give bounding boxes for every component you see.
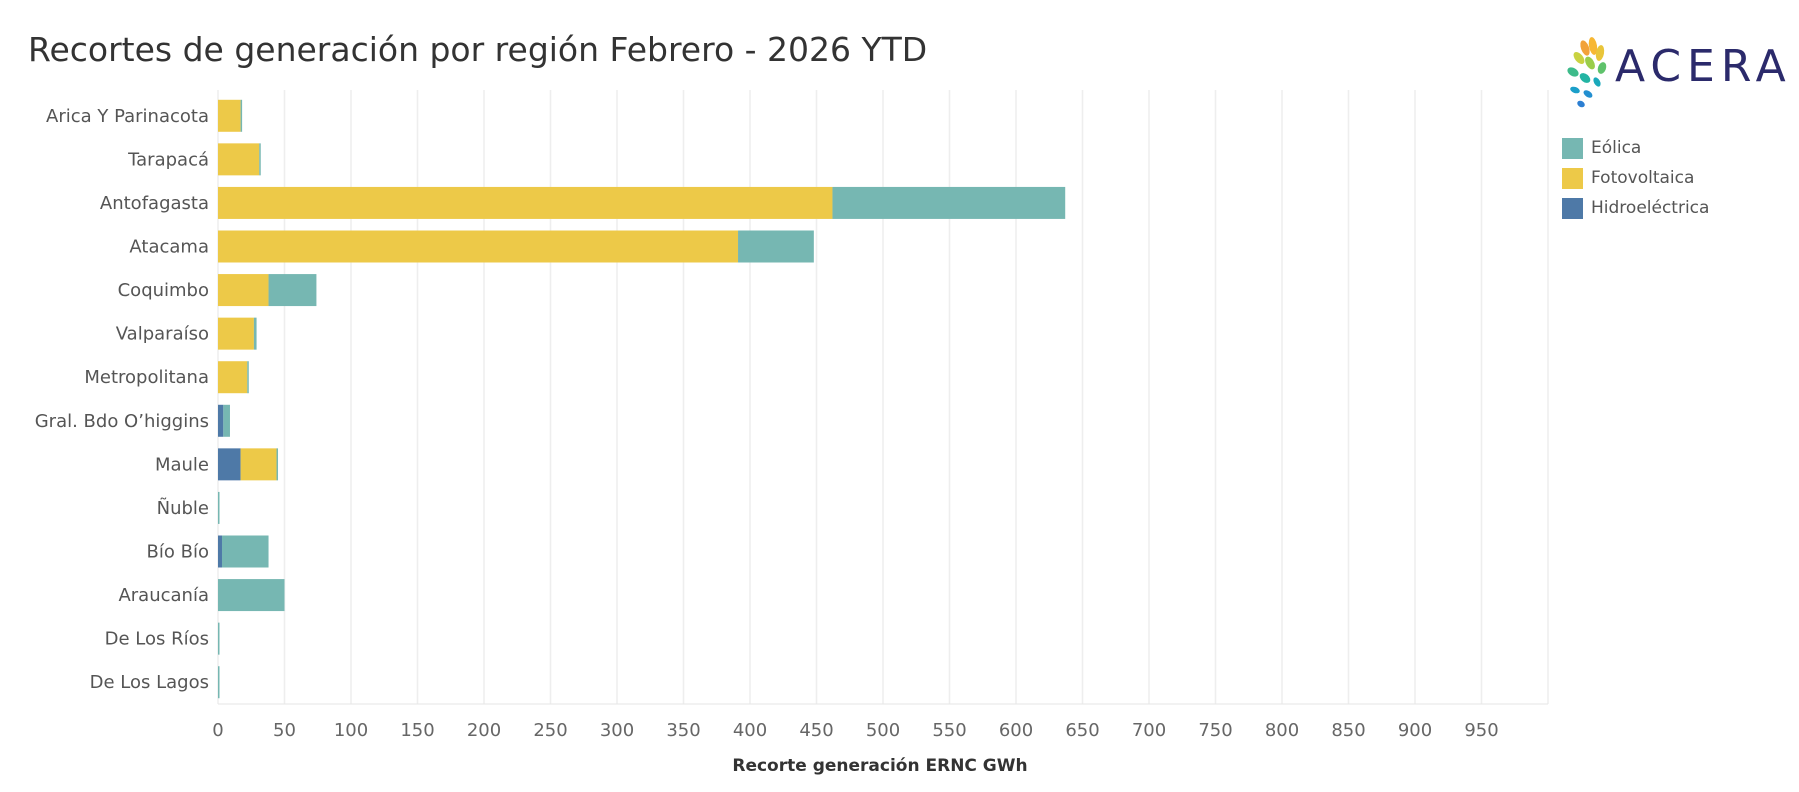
x-tick-labels: 0 50 100 150 200 250 300 350 400 450 500 550 600 650 7… — [212, 720, 1498, 741]
bar-segment[interactable] — [259, 143, 261, 176]
bar-segment[interactable] — [276, 448, 279, 481]
bar-segment[interactable] — [218, 186, 833, 219]
logo-text: ACERA — [1615, 41, 1792, 92]
x-tick-label: 300 — [600, 720, 634, 741]
bar-segment[interactable] — [218, 622, 220, 655]
x-tick-label: 550 — [932, 720, 966, 741]
bar-segment[interactable] — [247, 361, 249, 394]
x-tick-label: 200 — [467, 720, 501, 741]
legend-label: Eólica — [1591, 138, 1642, 158]
category-label: Valparaíso — [116, 324, 209, 345]
category-label: Antofagasta — [100, 193, 209, 214]
bar-segment[interactable] — [253, 317, 257, 350]
legend-swatch — [1562, 137, 1583, 159]
bar-segment[interactable] — [218, 404, 224, 437]
x-tick-label: 50 — [273, 720, 296, 741]
bar-segment[interactable] — [218, 535, 222, 568]
legend-swatch — [1562, 197, 1583, 219]
bar-segment[interactable] — [218, 230, 739, 263]
legend-label: Fotovoltaica — [1591, 168, 1695, 188]
x-axis-title: Recorte generación ERNC GWh — [732, 756, 1027, 776]
x-tick-label: 950 — [1464, 720, 1498, 741]
x-tick-label: 900 — [1398, 720, 1432, 741]
category-label: Maule — [155, 454, 209, 475]
x-tick-label: 250 — [533, 720, 567, 741]
category-labels: Arica Y Parinacota Tarapacá Antofagasta Ata… — [35, 106, 209, 693]
legend-item[interactable]: Hidroeléctrica — [1562, 193, 1709, 223]
category-label: De Los Ríos — [105, 629, 209, 650]
bar-segment[interactable] — [223, 404, 230, 437]
acera-logo: ACERA — [1555, 18, 1795, 118]
bar-segment[interactable] — [221, 535, 269, 568]
bar-segment[interactable] — [738, 230, 814, 263]
bar-segment[interactable] — [218, 274, 269, 307]
bar-segment[interactable] — [240, 448, 277, 481]
category-label: Gral. Bdo O’higgins — [35, 411, 209, 432]
grid-lines — [217, 90, 1549, 705]
legend-label: Hidroeléctrica — [1591, 198, 1710, 218]
x-tick-label: 750 — [1198, 720, 1232, 741]
x-tick-label: 650 — [1065, 720, 1099, 741]
legend: Eólica Fotovoltaica Hidroeléctrica — [1562, 133, 1709, 223]
bar-segment[interactable] — [218, 448, 241, 481]
x-tick-label: 150 — [400, 720, 434, 741]
x-tick-label: 700 — [1132, 720, 1166, 741]
x-tick-label: 500 — [866, 720, 900, 741]
bar-segment[interactable] — [832, 186, 1066, 219]
acera-logo-mark: ACERA — [1567, 37, 1792, 108]
category-label: Tarapacá — [127, 149, 209, 170]
x-tick-label: 800 — [1265, 720, 1299, 741]
bar-segment[interactable] — [218, 99, 241, 132]
bar-segment[interactable] — [268, 274, 317, 307]
legend-item[interactable]: Eólica — [1562, 133, 1709, 163]
category-label: Metropolitana — [84, 367, 209, 388]
x-tick-label: 400 — [733, 720, 767, 741]
bar-segment[interactable] — [218, 579, 285, 612]
x-tick-label: 0 — [212, 720, 223, 741]
chart-title: Recortes de generación por región Febrer… — [28, 30, 928, 69]
category-label: De Los Lagos — [90, 672, 209, 693]
bar-segment[interactable] — [218, 491, 220, 524]
x-tick-label: 600 — [999, 720, 1033, 741]
category-label: Ñuble — [157, 497, 209, 519]
x-tick-label: 850 — [1331, 720, 1365, 741]
legend-swatch — [1562, 167, 1583, 189]
category-label: Atacama — [129, 237, 209, 258]
x-tick-label: 350 — [666, 720, 700, 741]
bar-segment[interactable] — [218, 143, 260, 176]
bars — [218, 99, 1066, 699]
category-label: Bío Bío — [147, 542, 209, 563]
x-tick-label: 100 — [334, 720, 368, 741]
x-tick-label: 450 — [799, 720, 833, 741]
bar-segment[interactable] — [218, 666, 220, 699]
bar-segment[interactable] — [218, 361, 248, 394]
category-label: Araucanía — [118, 585, 209, 606]
bar-segment[interactable] — [218, 317, 254, 350]
category-label: Coquimbo — [118, 280, 209, 301]
bar-segment[interactable] — [240, 99, 243, 132]
legend-item[interactable]: Fotovoltaica — [1562, 163, 1709, 193]
category-label: Arica Y Parinacota — [46, 106, 209, 127]
